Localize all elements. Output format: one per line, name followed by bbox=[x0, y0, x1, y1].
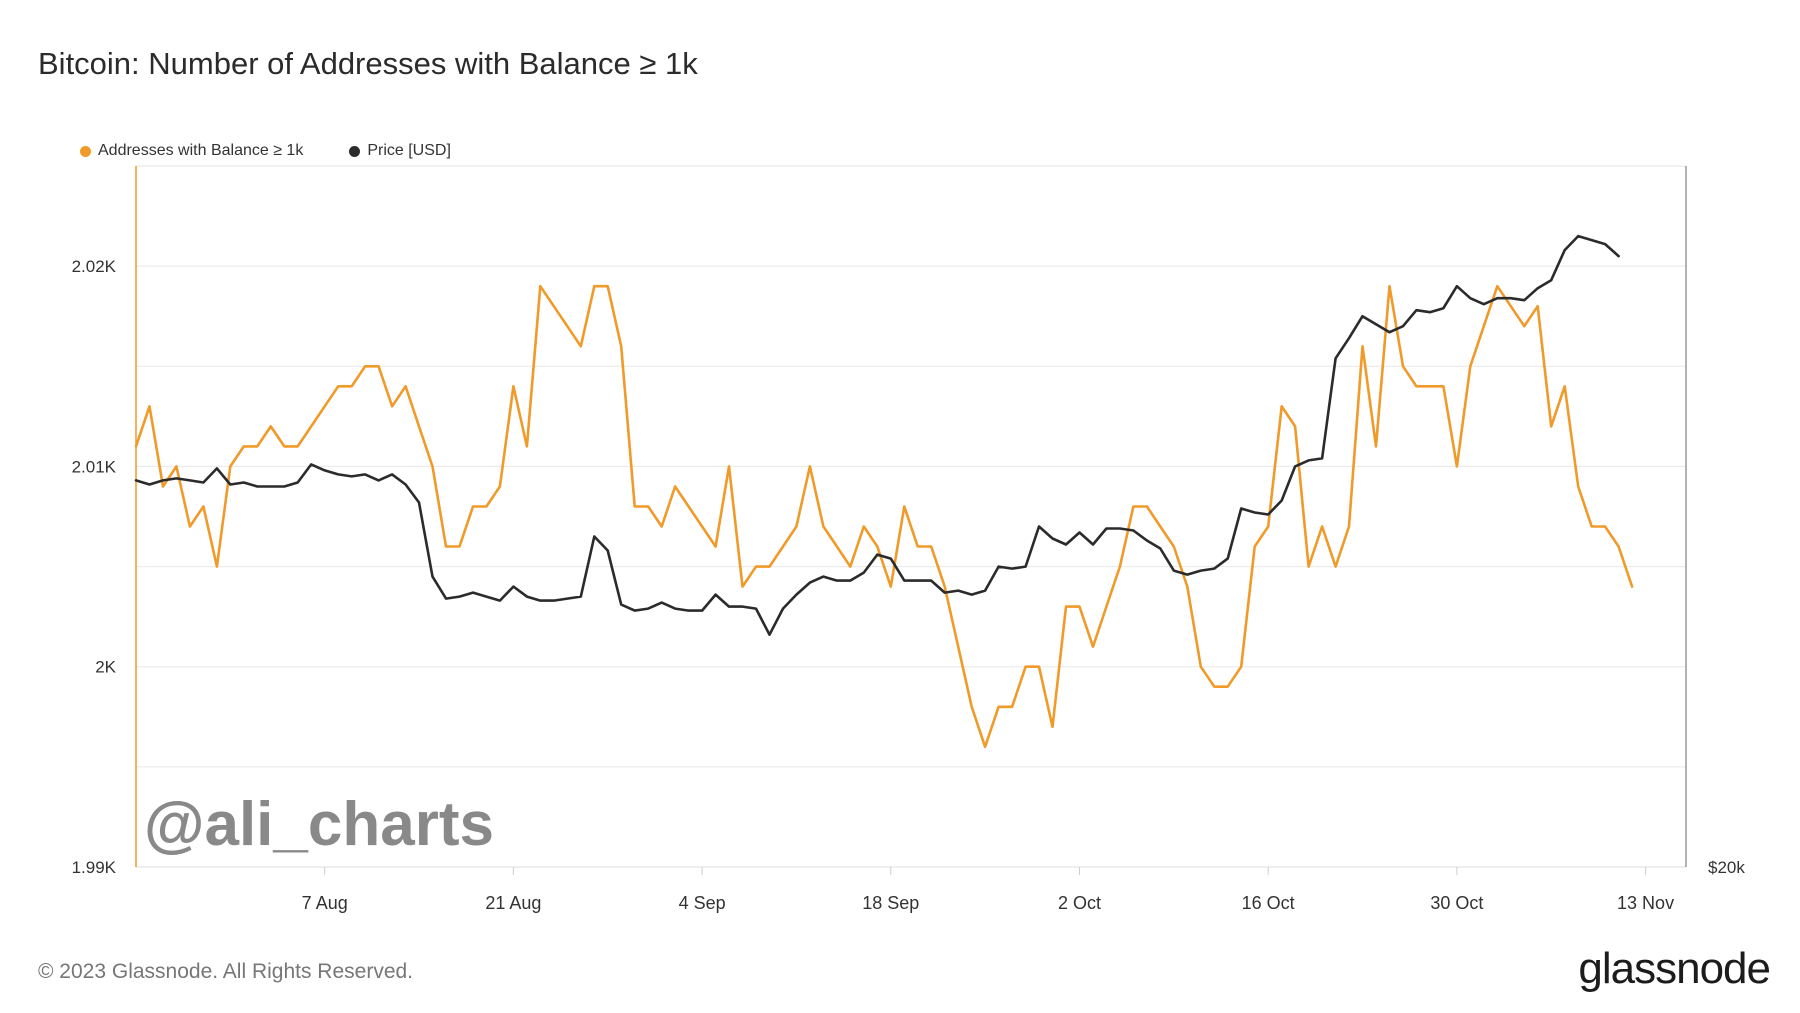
x-tick-label: 13 Nov bbox=[1617, 893, 1674, 913]
x-tick-label: 2 Oct bbox=[1058, 893, 1101, 913]
series-line-price bbox=[134, 234, 1620, 637]
legend-item-price[interactable]: Price [USD] bbox=[349, 142, 451, 160]
glassnode-logo: glassnode bbox=[1578, 944, 1771, 993]
watermark: @ali_charts bbox=[144, 790, 494, 859]
legend-marker-price bbox=[349, 145, 361, 157]
legend-label-addresses: Addresses with Balance ≥ 1k bbox=[98, 142, 304, 159]
y-tick-label: 2.01K bbox=[72, 457, 117, 476]
x-tick-label: 18 Sep bbox=[862, 893, 919, 913]
x-tick-label: 16 Oct bbox=[1242, 893, 1295, 913]
x-tick-label: 7 Aug bbox=[302, 893, 348, 913]
grid-lines bbox=[136, 165, 1686, 768]
series-line-addresses bbox=[134, 284, 1634, 749]
x-tick-label: 4 Sep bbox=[679, 893, 726, 913]
axes bbox=[135, 165, 1687, 875]
x-tick-label: 21 Aug bbox=[485, 893, 541, 913]
series-lines bbox=[134, 234, 1634, 749]
footer-copyright: © 2023 Glassnode. All Rights Reserved. bbox=[38, 960, 414, 983]
tick-labels: 1.99K 2K 2.01K 2.02K $20k 7 Aug 21 Aug 4 Sep 18 … bbox=[72, 257, 1746, 913]
chart-legend: Addresses with Balance ≥ 1k Price [USD] bbox=[80, 142, 451, 160]
y-tick-label: 2.02K bbox=[72, 257, 117, 276]
legend-item-addresses[interactable]: Addresses with Balance ≥ 1k bbox=[80, 142, 303, 160]
y-tick-label: 1.99K bbox=[72, 858, 117, 877]
y-right-tick-label: $20k bbox=[1708, 858, 1745, 877]
legend-label-price: Price [USD] bbox=[367, 142, 451, 159]
legend-marker-addresses bbox=[80, 145, 91, 157]
chart-title: Bitcoin: Number of Addresses with Balanc… bbox=[38, 46, 698, 81]
x-tick-label: 30 Oct bbox=[1430, 893, 1483, 913]
y-tick-label: 2K bbox=[95, 658, 116, 677]
